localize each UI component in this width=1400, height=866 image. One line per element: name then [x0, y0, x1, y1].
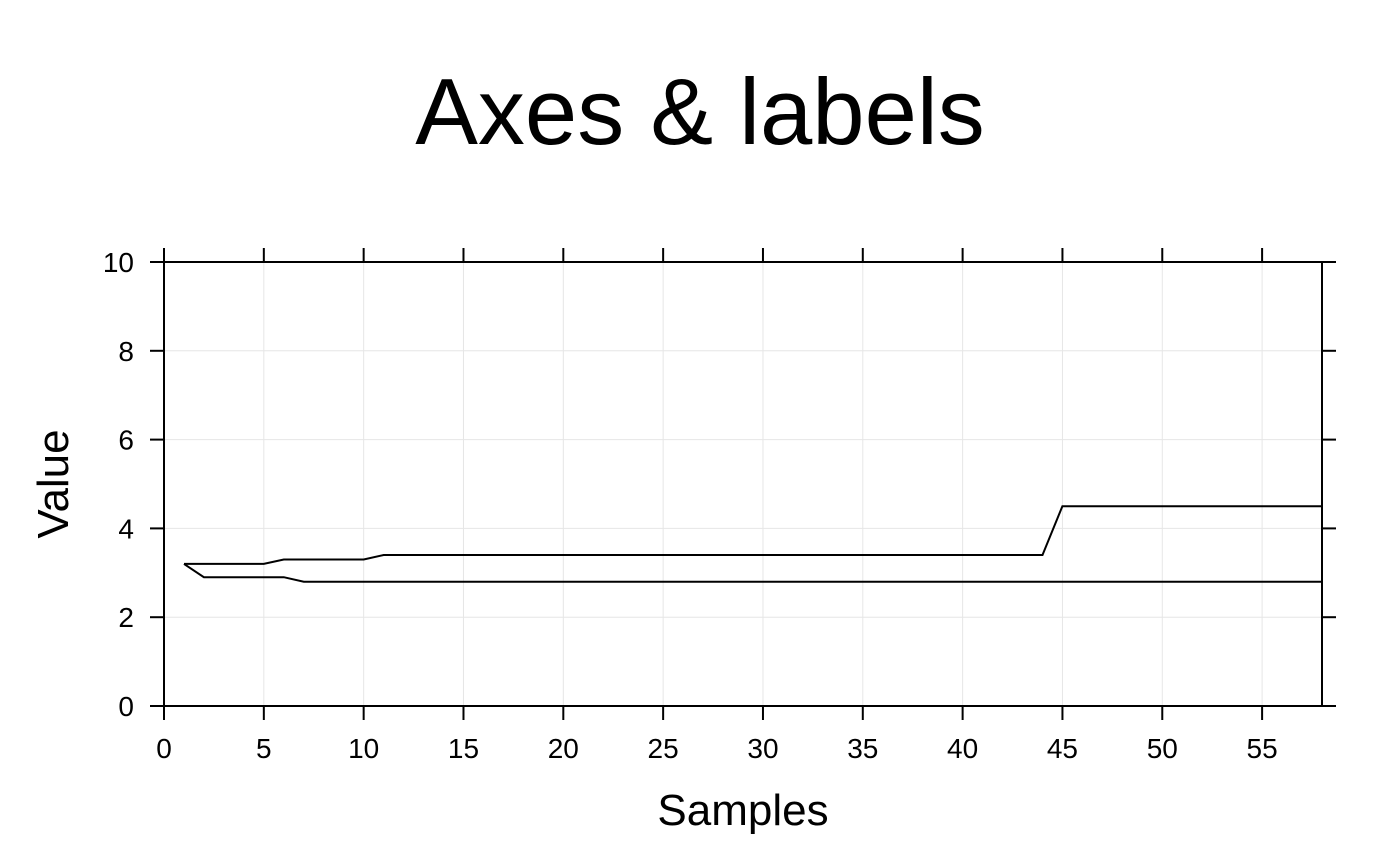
- x-tick-label: 35: [847, 733, 878, 764]
- y-tick-label: 4: [118, 513, 134, 544]
- y-tick-label: 0: [118, 691, 134, 722]
- plot-frame: [163, 261, 1323, 707]
- y-tick-label: 6: [118, 425, 134, 456]
- y-axis-title: Value: [29, 429, 78, 538]
- x-tick-label: 30: [747, 733, 778, 764]
- plot-border: [163, 261, 1323, 707]
- x-tick-label: 50: [1147, 733, 1178, 764]
- x-tick-label: 25: [648, 733, 679, 764]
- x-tick-label: 20: [548, 733, 579, 764]
- series-line-1: [184, 505, 1322, 565]
- grid: [163, 261, 1322, 707]
- x-tick-label: 5: [256, 733, 272, 764]
- y-tick-label: 10: [103, 247, 134, 278]
- x-tick-label: 40: [947, 733, 978, 764]
- x-tick-label: 10: [348, 733, 379, 764]
- x-tick-label: 45: [1047, 733, 1078, 764]
- y-tick-label: 8: [118, 336, 134, 367]
- x-tick-label: 0: [156, 733, 172, 764]
- series-line-2: [183, 563, 1322, 583]
- series-layer: [183, 505, 1322, 583]
- x-tick-label: 15: [448, 733, 479, 764]
- chart-title: Axes & labels: [415, 59, 985, 164]
- x-axis-title: Samples: [657, 786, 828, 835]
- x-tick-label: 55: [1247, 733, 1278, 764]
- ticks: 0 5 10 15 20 25 30 35 40 45 50 55 0 2 4 6 8 10: [103, 247, 1336, 764]
- y-tick-label: 2: [118, 602, 134, 633]
